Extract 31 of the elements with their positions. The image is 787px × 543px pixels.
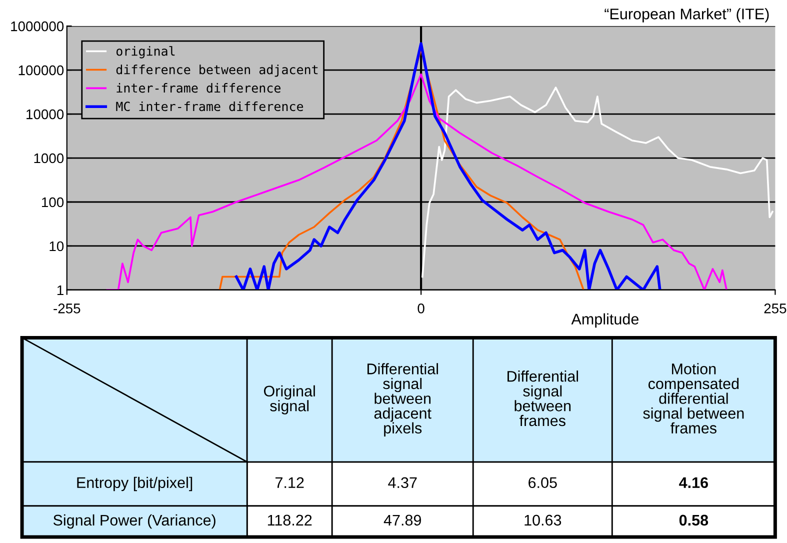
y-tick-label: 1 — [57, 285, 64, 295]
data-label: 7.12 — [276, 477, 304, 488]
data-label: 4.16 — [679, 477, 708, 488]
data-label: 4.37 — [388, 477, 417, 488]
y-tick-label: 10 — [50, 241, 64, 252]
chart-title: “European Market” (ITE) — [604, 8, 769, 22]
y-tick-label: 1000 — [34, 153, 64, 164]
data-label: 10.63 — [524, 514, 562, 526]
x-tick-label: 255 — [764, 304, 786, 314]
x-tick-label: Differential signal between frames — [508, 370, 578, 426]
y-tick-label: Entropy [bit/pixel] — [77, 476, 192, 492]
y-tick-label: 100000 — [18, 65, 64, 76]
x-axis-title: Amplitude — [571, 313, 638, 328]
legend-label: inter-frame difference — [116, 83, 280, 93]
line-series — [422, 86, 774, 278]
legend-label: difference between adjacent — [116, 64, 318, 77]
legend-label: MC inter-frame difference — [116, 101, 304, 112]
y-tick-label: 1000000 — [11, 21, 64, 32]
x-tick-label: Original signal — [264, 385, 315, 414]
legend-label: original — [116, 46, 175, 58]
data-label: 47.89 — [384, 514, 422, 526]
y-tick-label: 100 — [42, 197, 64, 208]
data-label: 118.22 — [268, 514, 312, 526]
y-tick-label: Signal Power (Variance) — [53, 514, 216, 529]
x-tick-label: Differential signal between adjacent pixels — [367, 363, 438, 437]
data-label: 6.05 — [528, 477, 557, 488]
x-tick-label: -255 — [54, 304, 80, 314]
y-tick-label: 10000 — [26, 109, 64, 120]
x-tick-label: Motion compensated differential signal between frames — [643, 363, 744, 434]
data-label: 0.58 — [679, 514, 708, 526]
x-tick-label: 0 — [418, 304, 424, 314]
